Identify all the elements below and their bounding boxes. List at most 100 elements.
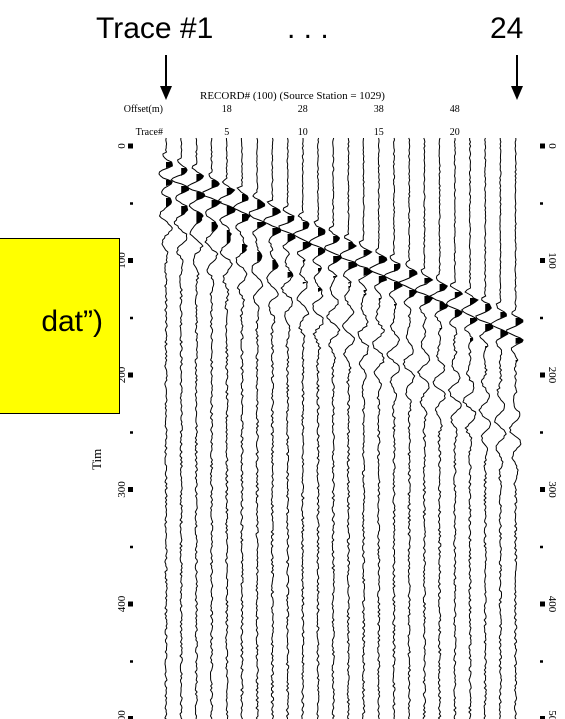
y-tick-major [540,258,545,263]
wiggle-line [429,137,449,719]
y-tick-major [128,258,133,263]
wiggle-trace [339,137,358,719]
offset-tick-label: 48 [450,104,460,115]
wiggle-fill [181,186,189,194]
offset-tick-label: 18 [222,104,232,115]
wiggle-trace [445,137,464,719]
y-tick-label: 0 [116,143,128,149]
wiggle-line [506,137,524,719]
wiggle-trace [217,137,236,719]
wiggle-trace [263,137,282,719]
wiggle-fill [333,236,340,244]
wiggle-fill [348,242,357,250]
trace-tick-label: 5 [224,127,229,138]
wiggle-fill [424,296,433,304]
wiggle-fill [470,318,478,324]
offset-tick-label: 28 [298,104,308,115]
wiggle-fill [196,174,204,182]
wiggle-line [354,137,373,719]
wiggle-line [158,137,173,719]
wiggle-fill [363,268,372,276]
wiggle-trace [202,137,223,719]
wiggle-trace [292,137,313,719]
y-tick-minor [540,431,543,434]
offset-tick-labels: 18 28 38 48 [222,104,460,115]
wiggle-line [202,137,223,719]
wiggle-fill [166,198,172,208]
y-axis-label: Tim [89,449,104,470]
chart-title: RECORD# (100) (Source Station = 1029) [200,90,385,102]
callout-box: dat”) [0,238,120,414]
wiggle-line [187,137,206,719]
arrow-down-icon [511,55,523,100]
wiggle-fill [242,214,250,222]
wiggle-fill [409,270,417,278]
wiggle-line [339,137,358,719]
y-tick-major [540,372,545,378]
wiggle-fill [272,228,281,236]
wiggle-line [170,137,190,719]
wiggle-trace [429,137,449,719]
wiggle-fill [454,310,463,318]
wiggle-fill [272,208,281,216]
wiggle-trace [232,138,251,719]
wiggle-trace [170,137,190,719]
wiggle-line [398,137,418,719]
offset-label: Offset(m) [124,104,163,115]
wiggle-line [263,137,282,719]
wiggle-fill [226,188,235,196]
trace-first-annotation: Trace #1 [96,12,213,45]
wiggle-traces [158,137,524,719]
wiggle-trace [489,137,509,719]
wiggle-line [475,137,494,719]
arrow-down-icon [160,55,172,100]
wiggle-line [414,137,434,719]
wiggle-fill [470,338,473,342]
trace-last-annotation: 24 [490,12,523,45]
wiggle-trace [414,137,434,719]
wiggle-fill [485,324,493,332]
wiggle-line [308,137,326,719]
trace-tick-label: 20 [450,127,460,138]
y-tick-major [128,143,133,149]
y-tick-label: 100 [546,252,558,269]
dots-annotation: . . . [287,12,329,45]
y-tick-major [128,716,133,719]
trace-tick-label: 15 [374,127,384,138]
wiggle-fill [302,282,308,284]
wiggle-fill [515,338,524,344]
y-tick-label: 200 [546,367,558,384]
y-tick-label: 300 [546,481,558,498]
wiggle-trace [460,137,479,719]
wiggle-fill [181,206,188,216]
y-tick-minor [540,202,543,205]
wiggle-trace [506,137,524,719]
wiggle-fill [394,282,403,290]
wiggle-line [232,138,251,719]
y-tick-major [540,716,545,719]
wiggle-trace [354,137,373,719]
wiggle-fill [333,256,342,264]
y-tick-minor [540,660,543,663]
y-tick-minor [130,202,133,205]
y-tick-label: 500 [116,710,128,719]
wiggle-line [248,137,267,719]
wiggle-line [292,137,313,719]
wiggle-fill [302,242,312,250]
wiggle-trace [158,137,173,719]
offset-tick-label: 38 [374,104,384,115]
y-tick-major [540,601,545,607]
trace-tick-labels: 5 10 15 20 [224,127,459,138]
trace-label: Trace# [136,127,163,138]
wiggle-trace [383,137,403,719]
wiggle-line [489,137,509,719]
y-tick-minor [130,431,133,434]
y-axis-right: 0 100 200 300 400 500 [540,143,558,719]
wiggle-fill [378,256,387,264]
wiggle-trace [278,137,296,719]
y-tick-label: 400 [116,595,128,612]
wiggle-fill [242,244,248,254]
wiggle-trace [323,137,342,719]
trace-tick-label: 10 [298,127,308,138]
wiggle-line [445,137,464,719]
